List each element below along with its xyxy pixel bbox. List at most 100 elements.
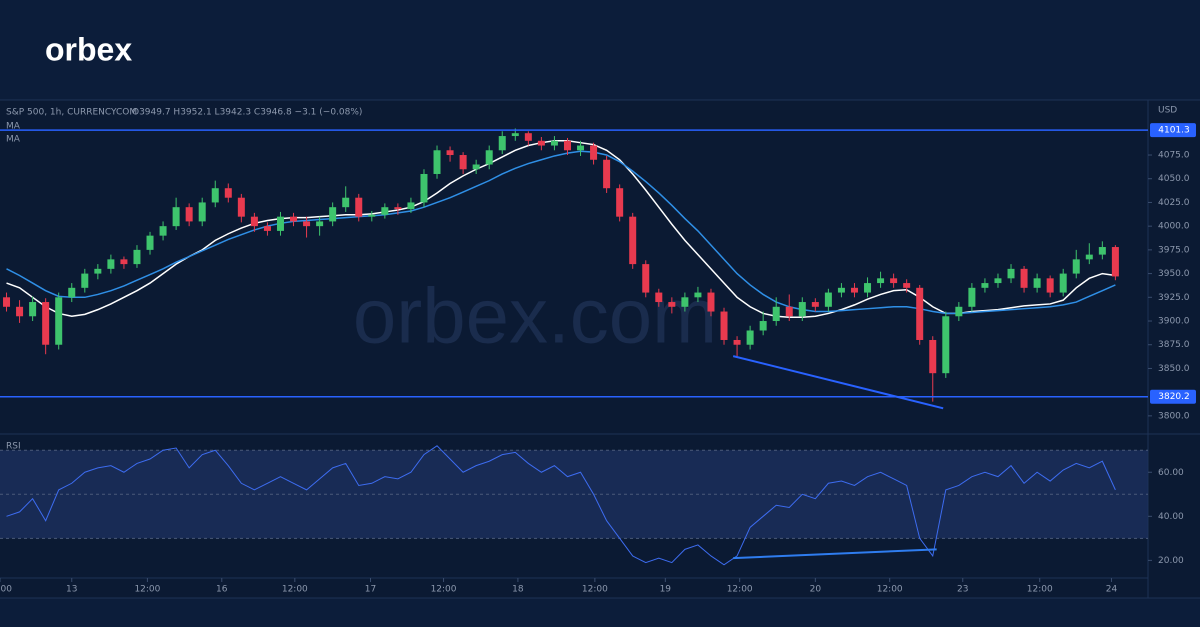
candle-body xyxy=(329,207,337,222)
candle-body xyxy=(1098,247,1106,255)
y-tick-label: 3850.0 xyxy=(1158,364,1190,374)
candle-body xyxy=(316,221,324,227)
x-tick-label: 12:00 xyxy=(431,585,457,595)
candle-body xyxy=(172,207,180,227)
candle-body xyxy=(276,216,284,231)
candle-body xyxy=(185,207,193,222)
y-tick-label: 20.00 xyxy=(1158,556,1184,566)
symbol-title: S&P 500, 1h, CURRENCYCOM xyxy=(6,108,137,118)
candle-body xyxy=(929,339,937,374)
candle-body xyxy=(837,287,845,293)
x-tick-label: 16 xyxy=(216,585,228,595)
x-tick-label: 20 xyxy=(810,585,822,595)
y-tick-label: 3925.0 xyxy=(1158,293,1190,303)
candle-body xyxy=(211,188,219,203)
candle-body xyxy=(759,321,767,331)
y-tick-label: 3950.0 xyxy=(1158,269,1190,279)
x-tick-label: 12:00 xyxy=(134,585,160,595)
candle-body xyxy=(263,226,271,231)
level-label-box xyxy=(1150,123,1196,138)
candle-body xyxy=(981,283,989,288)
x-tick-label: 19 xyxy=(660,585,672,595)
candle-body xyxy=(798,302,806,317)
y-tick-label: 4000.0 xyxy=(1158,222,1190,232)
x-tick-label: 12:00 xyxy=(282,585,308,595)
candle-body xyxy=(942,316,950,374)
x-tick-label: 24 xyxy=(1106,585,1118,595)
candle-body xyxy=(877,278,885,284)
candle-body xyxy=(903,283,911,288)
candle-body xyxy=(707,292,715,312)
candle-body xyxy=(446,150,454,156)
logo: orbex xyxy=(45,31,132,67)
level-label: 3820.2 xyxy=(1158,392,1190,402)
candle-body xyxy=(394,207,402,210)
candle-body xyxy=(68,287,76,298)
currency-label: USD xyxy=(1158,106,1177,116)
candle-body xyxy=(811,302,819,307)
level-label-box xyxy=(1150,389,1196,404)
x-tick-label: 23 xyxy=(957,585,968,595)
candle-body xyxy=(1046,278,1054,293)
candle-body xyxy=(577,145,585,151)
candle-body xyxy=(890,278,898,284)
candle-body xyxy=(850,287,858,293)
candle-body xyxy=(968,287,976,307)
candle-body xyxy=(472,164,480,170)
candle-body xyxy=(146,235,154,250)
candle-body xyxy=(485,150,493,165)
candle-body xyxy=(55,297,63,345)
y-tick-label: 4075.0 xyxy=(1158,151,1190,161)
series-line xyxy=(6,445,1116,566)
y-tick-label: 3975.0 xyxy=(1158,245,1190,255)
candle-body xyxy=(655,292,663,303)
candle-body xyxy=(864,283,872,293)
candle-body xyxy=(590,145,598,160)
candle-body xyxy=(3,297,11,307)
candle-body xyxy=(1085,254,1093,260)
candle-body xyxy=(368,214,376,217)
candle-body xyxy=(381,207,389,215)
candle-body xyxy=(433,150,441,174)
candle-body xyxy=(629,216,637,265)
candle-body xyxy=(642,264,650,293)
candle-body xyxy=(785,306,793,317)
x-tick-label: 12:00 xyxy=(727,585,753,595)
candle-body xyxy=(616,188,624,217)
candle-body xyxy=(668,302,676,307)
x-tick-label: 13 xyxy=(66,585,77,595)
rsi-title: RSI xyxy=(6,442,21,452)
candle-body xyxy=(524,133,532,141)
y-tick-label: 40.00 xyxy=(1158,512,1184,522)
candle-body xyxy=(1059,273,1067,293)
candle-body xyxy=(198,202,206,222)
candle-body xyxy=(29,302,37,317)
candle-body xyxy=(550,140,558,146)
candle-body xyxy=(94,268,102,274)
candle-body xyxy=(290,216,298,222)
candle-body xyxy=(1072,259,1080,274)
x-tick-label: 12:00 xyxy=(1027,585,1053,595)
y-tick-label: 60.00 xyxy=(1158,468,1184,478)
candle-body xyxy=(407,202,415,210)
candle-body xyxy=(720,311,728,340)
candle-body xyxy=(694,292,702,298)
candle-body xyxy=(224,188,232,198)
candle-body xyxy=(746,330,754,345)
candle-body xyxy=(133,249,141,265)
x-tick-label: :00 xyxy=(0,585,12,595)
x-tick-label: 12:00 xyxy=(582,585,608,595)
candle-body xyxy=(994,278,1002,284)
x-tick-label: 18 xyxy=(512,585,524,595)
candle-body xyxy=(250,216,258,227)
watermark: orbex.com xyxy=(353,272,717,360)
x-tick-label: 17 xyxy=(365,585,376,595)
candle-body xyxy=(120,259,128,265)
plot xyxy=(0,128,1148,566)
candle-body xyxy=(772,306,780,322)
y-tick-label: 4050.0 xyxy=(1158,174,1190,184)
trend-line xyxy=(732,355,944,410)
candle-body xyxy=(733,339,741,345)
candle-body xyxy=(1007,268,1015,279)
legend-entry: MA xyxy=(6,135,21,145)
